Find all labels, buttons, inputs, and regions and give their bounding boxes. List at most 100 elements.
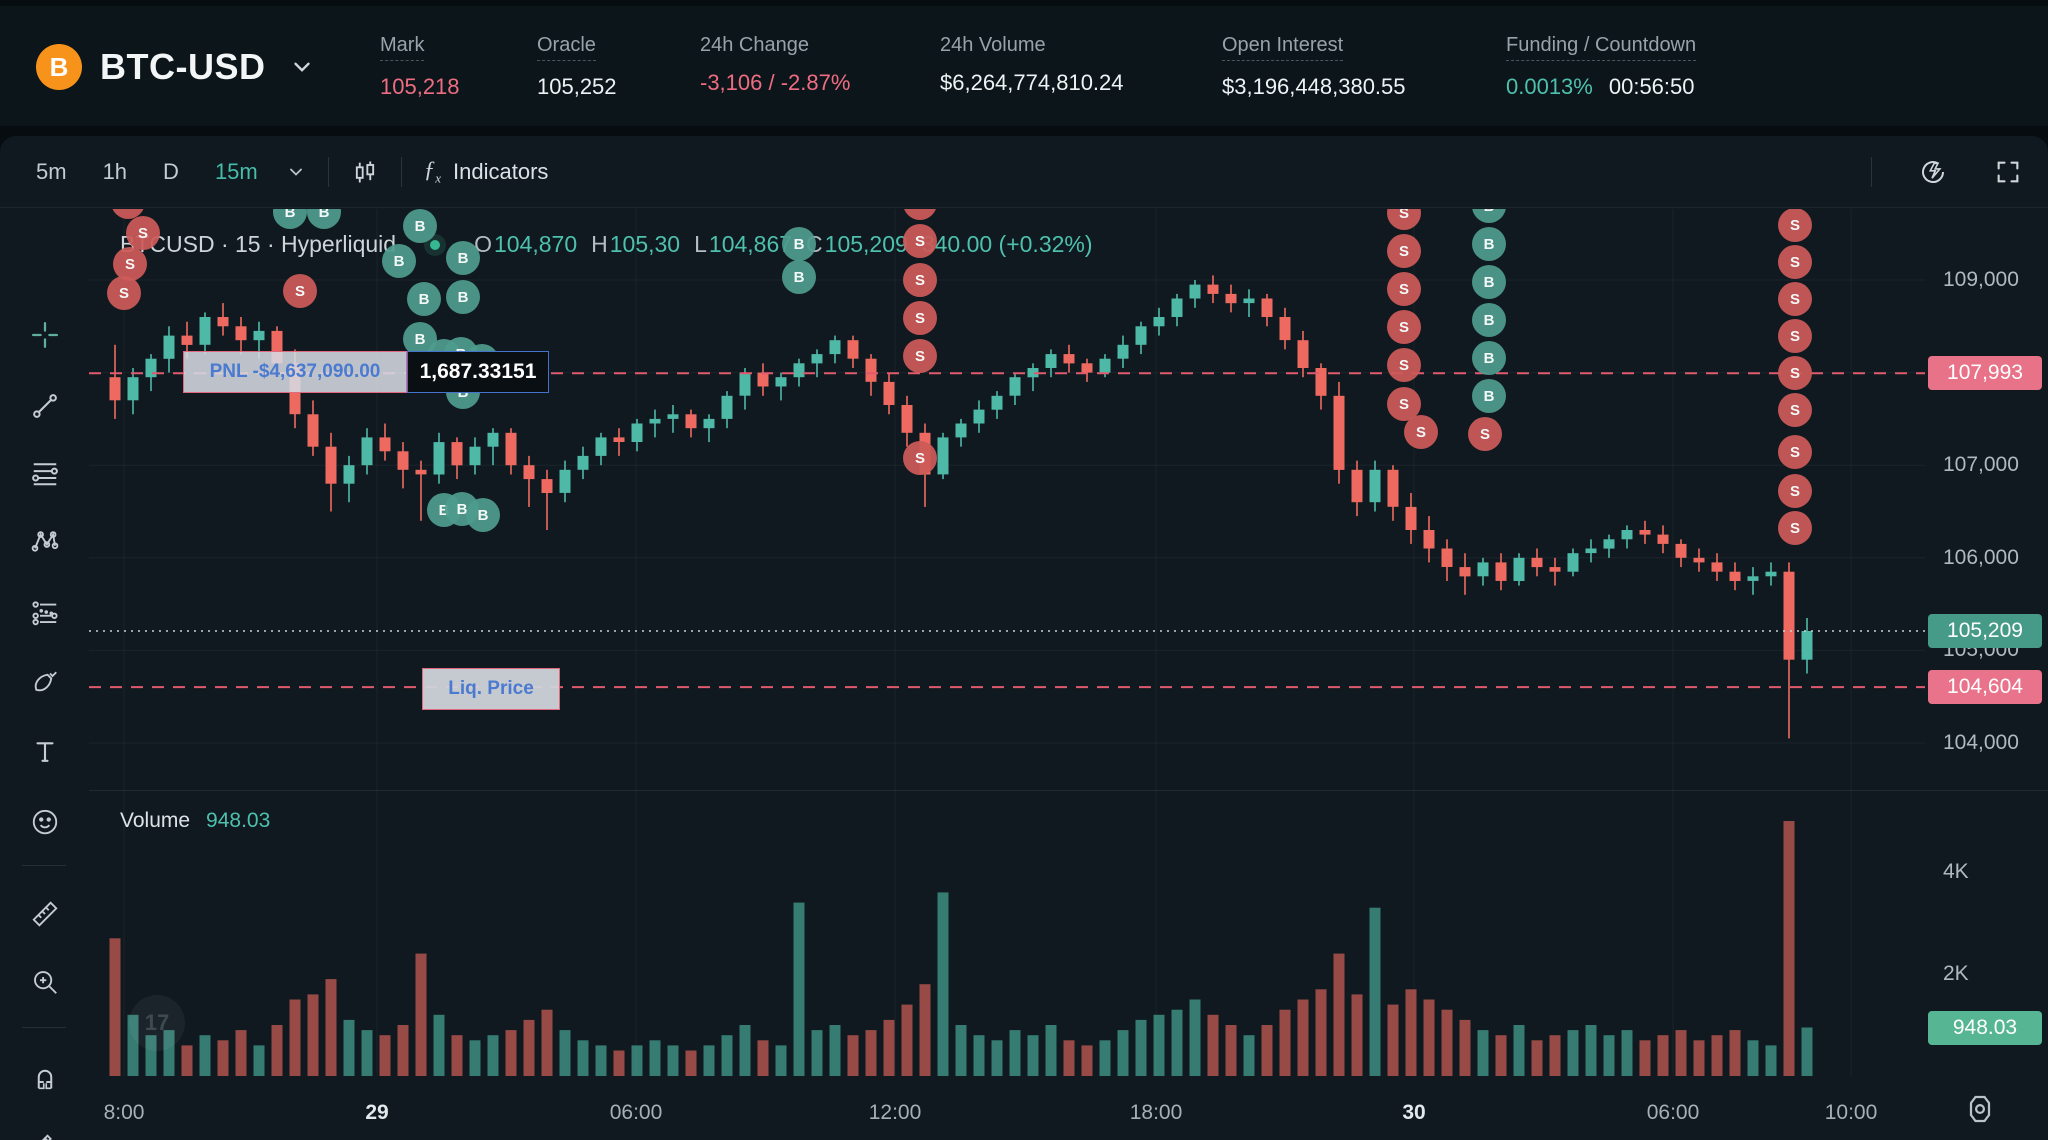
indicators-button[interactable]: ƒx Indicators	[424, 157, 549, 187]
sell-fill-marker: S	[903, 263, 937, 297]
stat-mark[interactable]: Mark 105,218	[380, 34, 460, 100]
timeframe-buttons: 5m 1h D 15m	[26, 153, 306, 191]
buy-fill-marker: B	[1472, 379, 1506, 413]
emoji-tool[interactable]	[30, 807, 60, 837]
legend-title: BTCUSD · 15 · Hyperliquid	[120, 231, 397, 257]
buy-fill-marker: B	[446, 241, 480, 275]
buy-fill-marker: B	[1472, 265, 1506, 299]
sidebar-divider	[22, 865, 66, 866]
candlestick-chart[interactable]: BTCUSD · 15 · Hyperliquid O104,870 H105,3…	[89, 209, 1925, 1140]
sell-fill-marker: S	[1778, 282, 1812, 316]
liquidation-price-label[interactable]: Liq. Price	[422, 668, 560, 710]
sell-fill-marker: S	[1778, 435, 1812, 469]
buy-fill-marker: B	[782, 227, 816, 261]
time-axis[interactable]: 8:00 29 06:00 12:00 18:00 30 06:00 10:00	[89, 1085, 1925, 1140]
indicators-label: Indicators	[453, 158, 549, 184]
buy-fill-marker: B	[1472, 303, 1506, 337]
sell-fill-marker: S	[283, 274, 317, 308]
timeframe-dropdown-caret[interactable]	[286, 162, 306, 182]
ruler-tool[interactable]	[30, 899, 60, 929]
sell-fill-marker: S	[1387, 209, 1421, 230]
price-axis[interactable]: 109,000108,000107,000106,000105,000104,0…	[1925, 209, 2048, 1140]
price-tick: 106,000	[1943, 545, 2019, 569]
time-tick: 30	[1402, 1101, 1426, 1124]
fullscreen-icon[interactable]	[1994, 158, 2022, 186]
tradingview-logo[interactable]: 17	[129, 995, 185, 1051]
volume-badge: 948.03	[1928, 1010, 2042, 1045]
timeframe-15m[interactable]: 15m	[214, 158, 258, 184]
text-tool[interactable]	[30, 737, 60, 767]
price-badge: 105,209	[1928, 614, 2042, 649]
price-badge: 107,993	[1928, 356, 2042, 391]
buy-fill-marker: B	[446, 280, 480, 314]
pane-separator[interactable]	[89, 790, 2048, 791]
timeframe-5m[interactable]: 5m	[36, 158, 67, 184]
drawing-tools-sidebar: ‹	[0, 209, 89, 1140]
stat-oracle[interactable]: Oracle 105,252	[537, 34, 617, 100]
timeframe-1h[interactable]: 1h	[102, 158, 128, 184]
buy-fill-marker: B	[382, 244, 416, 278]
lightning-circle-icon[interactable]	[1918, 157, 1948, 187]
stat-value: 105,218	[380, 74, 460, 99]
sell-fill-marker: S	[903, 301, 937, 335]
stat-value: $3,196,448,380.55	[1222, 74, 1406, 99]
buy-fill-marker: B	[273, 209, 307, 229]
pnl-label[interactable]: PNL -$4,637,090.00	[183, 351, 407, 393]
sell-fill-marker: S	[107, 276, 141, 310]
symbol-selector[interactable]: B BTC-USD	[36, 44, 315, 90]
drawing-lock-tool[interactable]	[30, 1127, 60, 1140]
buy-fill-marker: B	[466, 498, 500, 532]
brush-tool[interactable]	[30, 666, 60, 696]
buy-fill-marker: B	[307, 209, 341, 229]
price-tick: 104,000	[1943, 731, 2019, 754]
sell-fill-marker: S	[1387, 310, 1421, 344]
bitcoin-icon: B	[36, 44, 82, 90]
stat-label: Open Interest	[1222, 34, 1344, 61]
zoom-in-tool[interactable]	[30, 967, 60, 997]
stat-24h-volume: 24h Volume $6,264,774,810.24	[940, 34, 1124, 96]
horizontal-lines-tool[interactable]	[30, 458, 60, 488]
crosshair-tool[interactable]	[30, 320, 60, 350]
long-position-tool[interactable]	[30, 597, 60, 627]
timeframe-d[interactable]: D	[163, 158, 179, 184]
volume-tick: 4K	[1943, 860, 1969, 883]
stat-24h-change: 24h Change -3,106 / -2.87%	[700, 34, 850, 96]
candles-style-icon[interactable]	[351, 158, 379, 186]
volume-label: Volume	[120, 809, 191, 832]
chart-panel: 5m 1h D 15m ƒx Indicators	[0, 136, 2048, 1140]
time-tick: 18:00	[1129, 1101, 1183, 1124]
position-size-text: 1,687.33151	[419, 360, 537, 383]
time-tick: 10:00	[1824, 1101, 1878, 1124]
sell-fill-marker: S	[1468, 417, 1502, 451]
magnet-tool[interactable]	[30, 1062, 60, 1092]
price-badge: 104,604	[1928, 670, 2042, 705]
sell-fill-marker: S	[903, 224, 937, 258]
market-header: B BTC-USD Mark 105,218 Oracle 105,252 24h Ch…	[0, 6, 2048, 126]
trend-line-tool[interactable]	[30, 391, 60, 421]
buy-fill-marker: B	[1472, 209, 1506, 223]
pnl-text: PNL -$4,637,090.00	[209, 361, 381, 382]
sell-fill-marker: S	[1778, 511, 1812, 545]
time-tick: 06:00	[609, 1101, 663, 1124]
chevron-down-icon[interactable]	[289, 54, 315, 80]
chart-settings-gear-icon[interactable]	[1962, 1091, 1998, 1127]
sell-fill-marker: S	[1778, 474, 1812, 508]
sell-fill-marker: S	[1387, 348, 1421, 382]
sidebar-divider	[22, 1027, 66, 1028]
xabcd-pattern-tool[interactable]	[30, 527, 60, 557]
sell-fill-marker: S	[903, 441, 937, 475]
time-tick: 12:00	[868, 1101, 922, 1124]
time-tick: 8:00	[103, 1101, 145, 1124]
position-size-label[interactable]: 1,687.33151	[407, 351, 549, 393]
stat-open-interest[interactable]: Open Interest $3,196,448,380.55	[1222, 34, 1406, 100]
chart-legend: BTCUSD · 15 · Hyperliquid O104,870 H105,3…	[120, 231, 1093, 258]
sell-fill-marker: S	[1387, 234, 1421, 268]
time-tick: 29	[365, 1101, 389, 1124]
sell-fill-marker: S	[903, 209, 937, 220]
buy-fill-marker: B	[1472, 341, 1506, 375]
fx-icon: ƒx	[423, 156, 442, 186]
stat-funding-countdown[interactable]: Funding / Countdown 0.0013% 00:56:50	[1506, 34, 1697, 100]
stat-label: 24h Change	[700, 34, 809, 56]
